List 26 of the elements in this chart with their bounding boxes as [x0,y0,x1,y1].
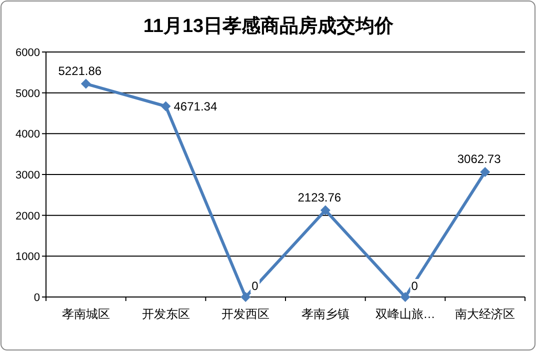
data-label: 3062.73 [457,152,502,166]
chart-title: 11月13日孝感商品房成交均价 [143,15,395,37]
x-tick-label: 双峰山旅… [375,307,436,321]
x-tick-label: 孝南乡镇 [301,307,350,321]
y-tick-label: 0 [34,292,40,304]
data-label: 2123.76 [298,190,342,204]
point [160,101,171,112]
y-tick-label: 1000 [16,251,40,264]
y-tick-label: 2000 [16,210,40,222]
x-tick-label: 开发东区 [142,307,190,321]
y-tick-label: 5000 [16,88,40,100]
y-tick-label: 4000 [16,128,40,141]
point [320,205,330,216]
point [240,292,251,302]
y-tick-label: 3000 [16,170,40,182]
x-tick-label: 孝南城区 [62,307,110,321]
x-tick-label: 开发西区 [222,307,270,321]
data-label: 4671.34 [174,99,218,114]
point [400,292,410,302]
point [480,166,490,177]
data-label: 0 [411,279,418,293]
data-label: 5221.86 [58,64,102,78]
y-tick-label: 6000 [16,47,40,59]
x-tick-label: 南大经济区 [455,307,516,321]
data-label: 0 [252,279,259,293]
point [80,78,91,89]
